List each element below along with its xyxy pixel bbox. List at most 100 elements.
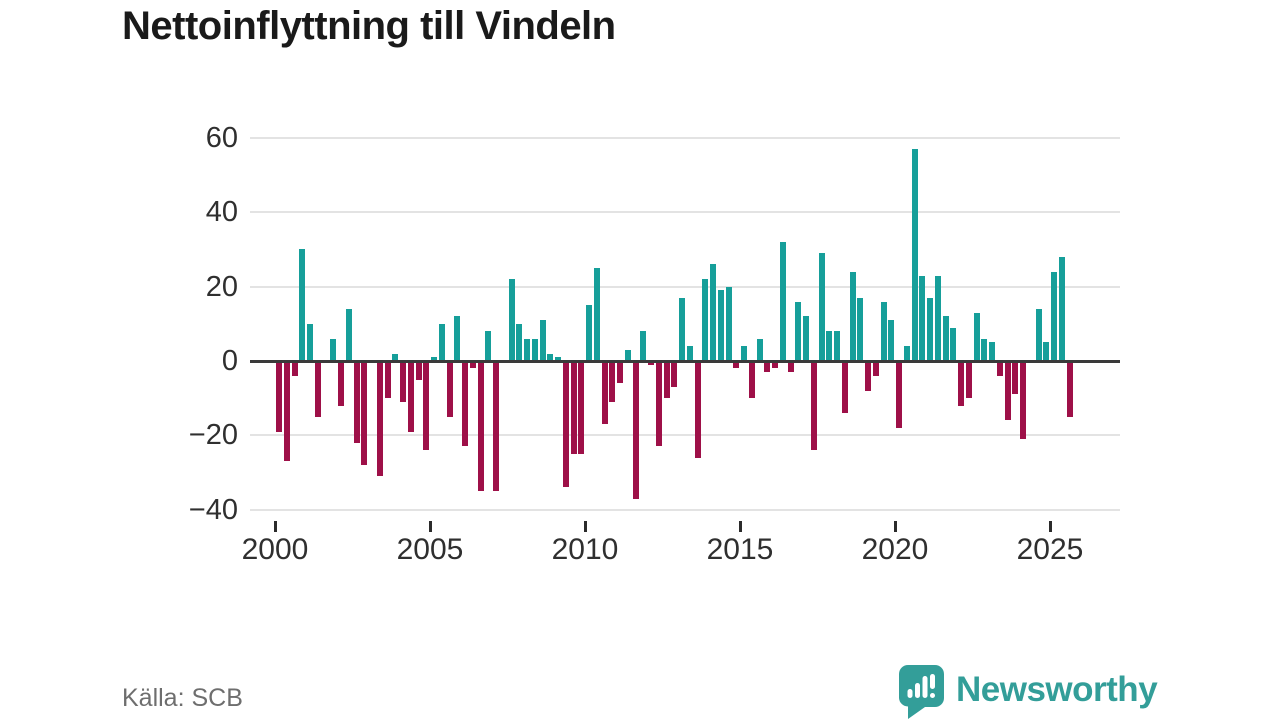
- bar: [524, 338, 530, 361]
- x-tick-label: 2000: [241, 533, 309, 566]
- bar: [1004, 361, 1011, 421]
- bar: [562, 361, 569, 488]
- bar: [508, 279, 515, 361]
- bar: [888, 320, 895, 361]
- bar: [663, 361, 670, 399]
- bar: [601, 361, 608, 425]
- bar: [593, 268, 600, 361]
- bar: [1051, 271, 1057, 361]
- gridline: [250, 211, 1120, 214]
- bar: [694, 361, 701, 458]
- bar: [423, 361, 430, 451]
- bar: [485, 331, 492, 361]
- bar: [1058, 256, 1065, 361]
- bar: [911, 149, 918, 361]
- bar: [927, 297, 933, 361]
- bar: [725, 286, 732, 361]
- bar: [710, 264, 716, 361]
- bar: [803, 316, 809, 361]
- page-title: Nettoinflyttning till Vindeln: [122, 4, 616, 48]
- bar: [733, 361, 740, 369]
- bar: [555, 357, 561, 361]
- x-tick-label: 2005: [396, 533, 464, 566]
- bar: [462, 361, 468, 447]
- bar: [880, 301, 887, 361]
- bar: [438, 323, 445, 361]
- bar: [655, 361, 662, 447]
- bar: [454, 316, 461, 361]
- bar: [942, 316, 949, 361]
- bar: [996, 361, 1003, 376]
- bar: [919, 275, 926, 361]
- bar: [934, 275, 941, 361]
- bar: [772, 361, 778, 369]
- bar: [857, 297, 864, 361]
- x-tick-mark: [428, 521, 432, 532]
- zero-line: [250, 359, 1120, 363]
- bar: [446, 361, 453, 417]
- bar: [291, 361, 298, 376]
- x-tick-label: 2025: [1016, 533, 1084, 566]
- bar: [764, 361, 771, 373]
- bar: [469, 361, 476, 369]
- bar: [686, 346, 693, 361]
- bar: [671, 361, 678, 388]
- bar: [741, 346, 747, 361]
- source-text: Källa: SCB: [122, 684, 243, 712]
- bar: [338, 361, 344, 406]
- bar: [570, 361, 577, 454]
- bar: [1035, 308, 1042, 361]
- bar: [826, 331, 833, 361]
- brand-name: Newsworthy: [956, 670, 1158, 709]
- x-tick-label: 2015: [706, 533, 774, 566]
- bar: [810, 361, 817, 451]
- bar: [748, 361, 755, 399]
- bar: [539, 320, 546, 361]
- gridline: [250, 136, 1120, 139]
- bar: [609, 361, 616, 402]
- y-tick-label: 40: [205, 196, 238, 229]
- bar: [896, 361, 902, 428]
- newsworthy-logo: Newsworthy: [898, 664, 1158, 720]
- bar: [841, 361, 848, 414]
- x-tick-mark: [1048, 521, 1052, 532]
- x-tick-mark: [738, 521, 742, 532]
- bar: [818, 253, 825, 361]
- bar: [477, 361, 484, 492]
- bar: [717, 290, 724, 361]
- bar: [578, 361, 585, 454]
- bar: [283, 361, 290, 462]
- bar: [981, 338, 988, 361]
- bar: [586, 305, 592, 361]
- bar: [345, 308, 352, 361]
- newsworthy-logo-icon: [899, 665, 944, 719]
- bar: [872, 361, 879, 376]
- bar: [973, 312, 980, 361]
- bar: [787, 361, 794, 373]
- y-tick-label: −20: [188, 419, 238, 452]
- bar: [640, 331, 647, 361]
- y-tick-label: −40: [188, 493, 238, 526]
- bar: [834, 331, 840, 361]
- bar: [516, 323, 523, 361]
- bar: [531, 338, 538, 361]
- x-tick-mark: [273, 521, 277, 532]
- x-tick-mark: [583, 521, 587, 532]
- bar: [756, 338, 763, 361]
- bar: [1066, 361, 1073, 417]
- bar: [493, 361, 499, 492]
- gridline: [250, 434, 1120, 437]
- bar: [779, 242, 786, 361]
- bar: [1012, 361, 1019, 395]
- gridline: [250, 285, 1120, 288]
- bar: [361, 361, 368, 466]
- gridline: [250, 508, 1120, 511]
- bar: [849, 271, 856, 361]
- bar: [965, 361, 972, 399]
- bar: [384, 361, 391, 399]
- bar: [903, 346, 910, 361]
- y-tick-label: 60: [205, 121, 238, 154]
- bar: [276, 361, 282, 432]
- bar: [702, 279, 709, 361]
